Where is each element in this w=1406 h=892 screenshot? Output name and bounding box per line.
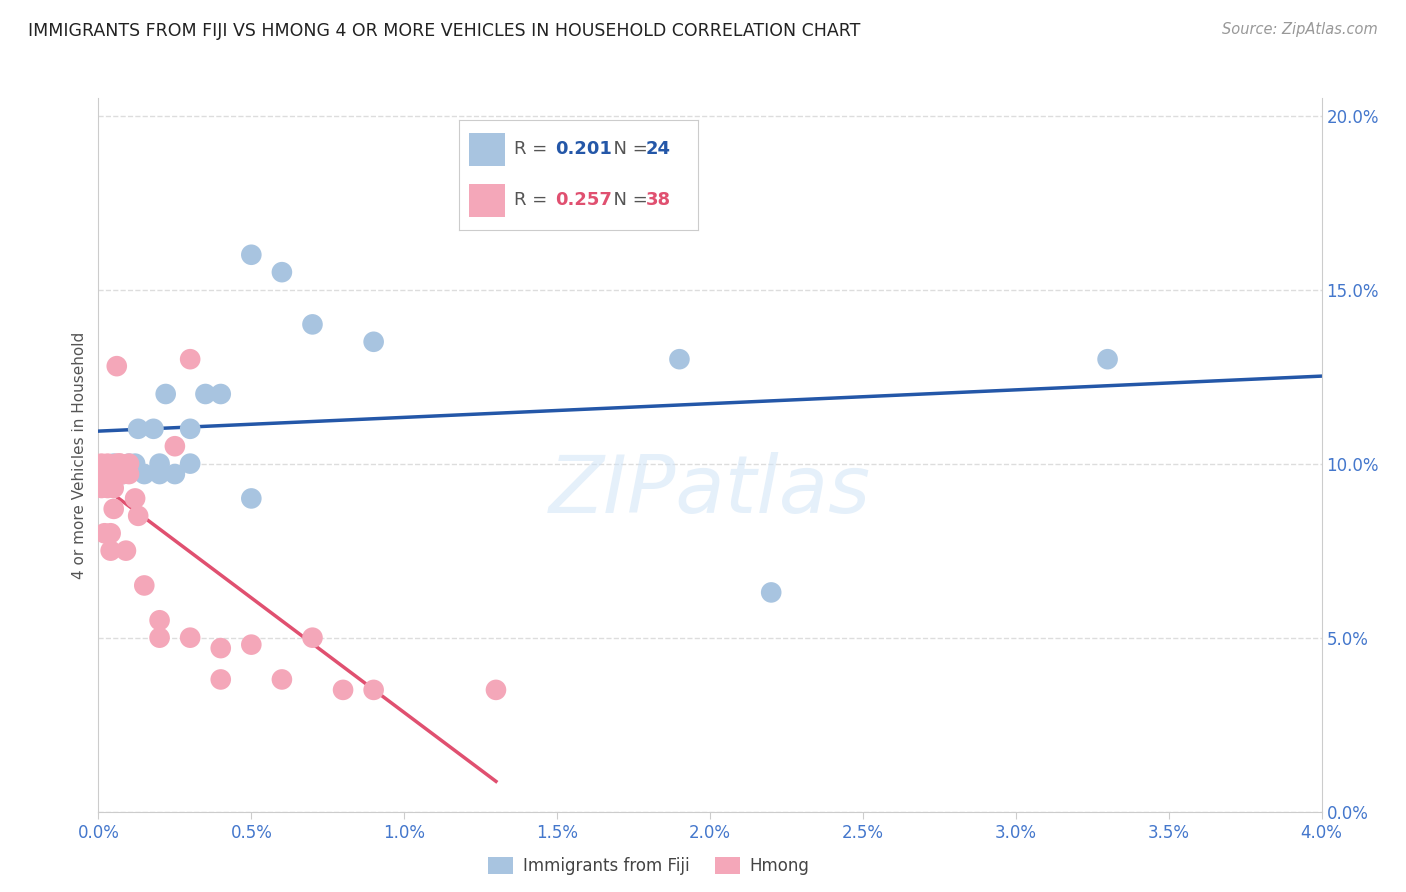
Point: [149, 457, 172, 471]
Point: [179, 352, 201, 367]
Point: [108, 457, 131, 471]
Point: [97, 467, 120, 481]
Point: [301, 318, 323, 332]
Point: [124, 491, 146, 506]
Point: [100, 543, 122, 558]
Point: [240, 248, 263, 262]
Point: [332, 682, 354, 697]
Point: [209, 387, 232, 401]
Point: [100, 467, 122, 481]
Point: [301, 631, 323, 645]
Point: [1097, 352, 1119, 367]
Point: [111, 467, 134, 481]
Text: IMMIGRANTS FROM FIJI VS HMONG 4 OR MORE VEHICLES IN HOUSEHOLD CORRELATION CHART: IMMIGRANTS FROM FIJI VS HMONG 4 OR MORE …: [28, 22, 860, 40]
Point: [149, 613, 172, 627]
Point: [115, 543, 138, 558]
Point: [103, 467, 125, 481]
Point: [363, 682, 385, 697]
Point: [105, 457, 128, 471]
Point: [97, 457, 120, 471]
Point: [209, 673, 232, 687]
Point: [363, 334, 385, 349]
Point: [118, 457, 141, 471]
Point: [93, 467, 115, 481]
Point: [240, 638, 263, 652]
Point: [668, 352, 690, 367]
Legend: Immigrants from Fiji, Hmong: Immigrants from Fiji, Hmong: [481, 850, 817, 882]
Point: [163, 439, 186, 453]
Point: [97, 467, 120, 481]
Point: [103, 501, 125, 516]
Point: [179, 457, 201, 471]
Point: [127, 422, 149, 436]
Text: ZIPatlas: ZIPatlas: [548, 451, 872, 530]
Point: [179, 631, 201, 645]
Point: [179, 422, 201, 436]
Point: [127, 508, 149, 523]
Point: [97, 481, 120, 495]
Point: [149, 467, 172, 481]
Point: [90, 457, 112, 471]
Point: [163, 467, 186, 481]
Point: [124, 457, 146, 471]
Point: [485, 682, 508, 697]
Point: [103, 457, 125, 471]
Text: Source: ZipAtlas.com: Source: ZipAtlas.com: [1222, 22, 1378, 37]
Point: [134, 578, 156, 592]
Point: [149, 631, 172, 645]
Point: [134, 467, 156, 481]
Point: [100, 526, 122, 541]
Point: [93, 526, 115, 541]
Point: [108, 457, 131, 471]
Point: [270, 673, 294, 687]
Point: [194, 387, 217, 401]
Point: [270, 265, 294, 279]
Point: [209, 641, 232, 656]
Point: [111, 467, 134, 481]
Point: [90, 467, 112, 481]
Point: [155, 387, 177, 401]
Point: [105, 359, 128, 373]
Point: [118, 467, 141, 481]
Point: [240, 491, 263, 506]
Point: [103, 481, 125, 495]
Point: [142, 422, 165, 436]
Point: [90, 481, 112, 495]
Point: [759, 585, 782, 599]
Point: [118, 457, 141, 471]
Y-axis label: 4 or more Vehicles in Household: 4 or more Vehicles in Household: [72, 331, 87, 579]
